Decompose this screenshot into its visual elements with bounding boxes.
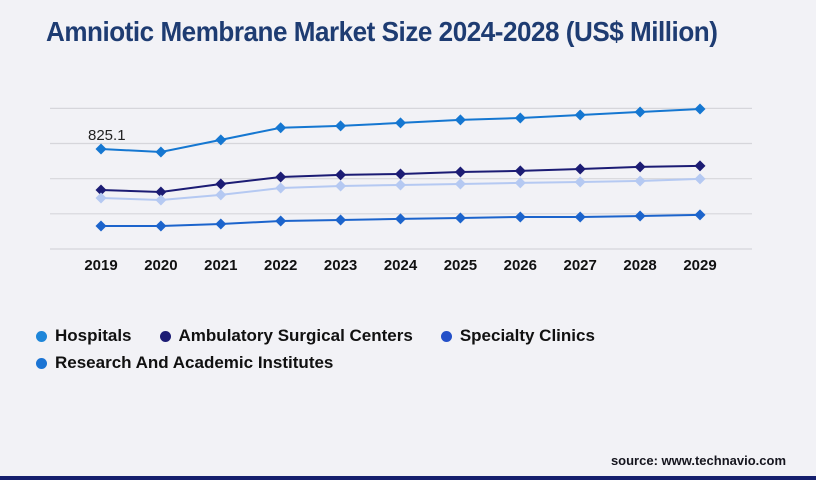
legend-label: Research And Academic Institutes <box>55 353 334 372</box>
legend-label: Hospitals <box>55 326 132 345</box>
data-point-diamond <box>395 117 406 129</box>
data-point-diamond <box>514 177 526 189</box>
data-point-diamond <box>574 176 586 188</box>
data-point-diamond <box>95 192 107 204</box>
data-point-diamond <box>574 163 586 175</box>
data-point-diamond <box>335 169 347 181</box>
x-axis-label-2025: 2025 <box>444 257 477 274</box>
page-title: Amniotic Membrane Market Size 2024-2028 … <box>46 16 718 47</box>
data-point-diamond <box>275 122 287 134</box>
series-line-hospitals <box>100 107 701 153</box>
legend-item-specialty-clinics: Specialty Clinics <box>440 324 595 348</box>
legend-dot-icon <box>159 330 171 342</box>
x-axis-label-2023: 2023 <box>324 257 357 274</box>
data-point-diamond <box>275 215 287 227</box>
bottom-accent-bar <box>0 476 816 480</box>
legend-item-hospitals: Hospitals <box>36 324 132 348</box>
data-point-diamond <box>215 218 227 230</box>
data-point-diamond <box>155 220 167 232</box>
data-point-diamond <box>275 171 287 183</box>
data-point-diamond <box>335 180 347 192</box>
x-axis-label-2020: 2020 <box>144 257 177 274</box>
data-point-diamond <box>454 114 466 126</box>
data-point-diamond <box>634 210 646 222</box>
chart-legend: Hospitals Ambulatory Surgical Centers Spec… <box>36 324 746 375</box>
data-point-diamond <box>694 103 706 115</box>
data-point-diamond <box>275 182 287 194</box>
legend-dot-icon <box>36 330 47 342</box>
data-point-diamond <box>95 143 107 155</box>
data-point-diamond <box>694 209 706 221</box>
legend-dot-icon <box>36 357 47 369</box>
legend-item-research-and-academic-institutes: Research And Academic Institutes <box>36 351 333 375</box>
x-axis-label-2026: 2026 <box>504 257 537 274</box>
data-point-diamond <box>514 165 526 177</box>
data-point-diamond <box>395 213 406 225</box>
data-point-diamond <box>454 166 466 178</box>
legend-label: Ambulatory Surgical Centers <box>178 326 413 345</box>
data-point-diamond <box>574 109 586 121</box>
data-point-diamond <box>395 179 406 191</box>
data-point-diamond <box>215 134 227 146</box>
data-point-diamond <box>155 146 167 158</box>
data-point-diamond <box>155 186 167 198</box>
data-point-diamond <box>634 175 646 187</box>
x-axis-label-2021: 2021 <box>204 257 237 274</box>
data-point-diamond <box>215 178 227 190</box>
data-label-annotation: 825.1 <box>88 127 126 144</box>
data-point-diamond <box>454 178 466 190</box>
x-axis-label-2027: 2027 <box>564 257 597 274</box>
data-point-diamond <box>514 211 526 223</box>
data-point-diamond <box>95 184 107 196</box>
legend-dot-icon <box>440 330 452 342</box>
legend-label: Specialty Clinics <box>459 326 595 345</box>
data-point-diamond <box>395 168 406 180</box>
data-point-diamond <box>335 214 347 226</box>
x-axis-label-2024: 2024 <box>384 257 418 274</box>
data-point-diamond <box>634 161 646 173</box>
data-point-diamond <box>215 189 227 201</box>
x-axis-label-2019: 2019 <box>84 257 117 274</box>
data-point-diamond <box>634 106 646 118</box>
x-axis-label-2022: 2022 <box>264 257 297 274</box>
data-point-diamond <box>694 173 706 185</box>
data-point-diamond <box>95 220 107 232</box>
data-point-diamond <box>694 160 706 172</box>
source-credit: source: www.technavio.com <box>610 453 786 468</box>
data-point-diamond <box>514 112 526 124</box>
data-point-diamond <box>574 211 586 223</box>
x-axis-label-2028: 2028 <box>623 257 656 274</box>
x-axis-label-2029: 2029 <box>683 257 716 274</box>
data-point-diamond <box>335 120 347 132</box>
legend-item-ambulatory-surgical-centers: Ambulatory Surgical Centers <box>159 324 413 348</box>
data-point-diamond <box>155 194 167 206</box>
market-size-line-chart: 2019 2020 2021 2022 2023 2024 2025 2026 2027 2028… <box>50 103 752 274</box>
data-point-diamond <box>454 212 466 224</box>
